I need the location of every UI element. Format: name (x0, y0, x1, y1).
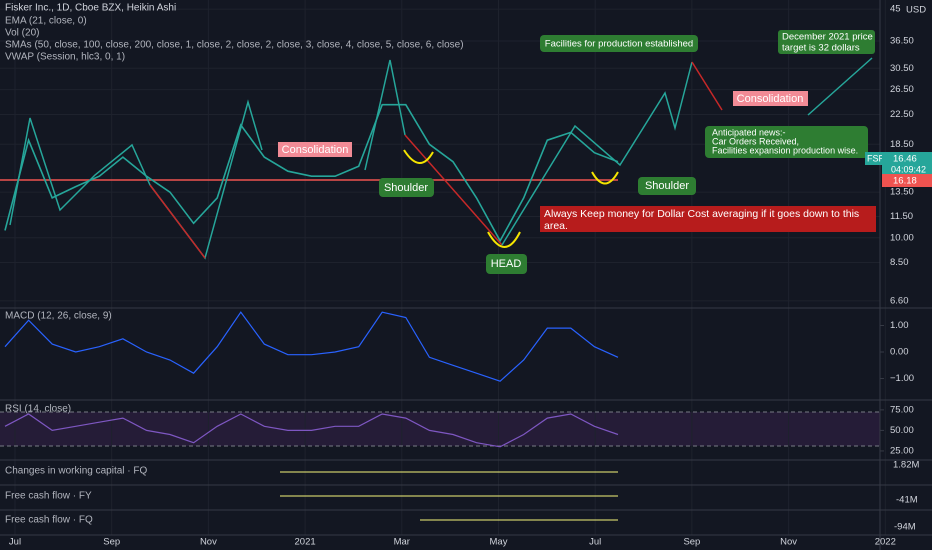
pane-title: Changes in working capital · FQ (5, 466, 148, 477)
label-box (638, 177, 696, 195)
x-tick-label: Mar (394, 537, 410, 548)
annotation: Shoulder (645, 180, 689, 192)
annotation: Always Keep money for Dollar Cost averag… (544, 208, 859, 220)
trend-arrows (364, 59, 406, 171)
rsi-band (0, 412, 880, 446)
y-tick-label: 8.50 (890, 257, 909, 268)
pane-title: Free cash flow · FQ (5, 515, 93, 526)
y-tick-label: 75.00 (890, 404, 914, 415)
y-tick-label: 22.50 (890, 109, 914, 120)
last-price: 16.46 (893, 154, 917, 165)
annotation: Shoulder (384, 182, 428, 194)
label-box (778, 30, 875, 54)
trend-arrows (501, 61, 693, 246)
prev-price-tag (882, 174, 932, 187)
label-box (540, 206, 876, 232)
label-box (486, 254, 527, 274)
curve (403, 149, 434, 164)
indicator-line (4, 311, 619, 382)
annotation: Facilities expansion production wise. (712, 145, 858, 155)
y-tick-label: 18.50 (890, 139, 914, 150)
label-box (540, 35, 698, 52)
indicator-label: SMAs (50, close, 100, close, 200, close,… (5, 40, 464, 51)
y-tick-label: 13.50 (890, 187, 914, 198)
curve (487, 231, 521, 248)
up-arrow (807, 57, 873, 116)
currency: USD (906, 5, 926, 16)
label-box (379, 178, 434, 197)
fund-value: -41M (896, 495, 918, 506)
pane-title: Free cash flow · FY (5, 491, 92, 502)
y-tick-label: 30.50 (890, 63, 914, 74)
x-tick-label: 2021 (295, 537, 316, 548)
y-tick-label: 26.50 (890, 84, 914, 95)
indicator-label: VWAP (Session, hlc3, 0, 1) (5, 52, 125, 63)
header-title: Fisker Inc., 1D, Cboe BZX, Heikin Ashi (5, 3, 176, 14)
y-tick-label: 50.00 (890, 425, 914, 436)
fund-value: -94M (894, 522, 916, 533)
annotation: Anticipated news:- (712, 127, 786, 137)
y-tick-label: 45 (890, 4, 901, 15)
annotation: December 2021 price (782, 32, 873, 43)
x-tick-label: Jul (9, 537, 21, 548)
annotation: HEAD (491, 258, 522, 270)
indicator-label: Vol (20) (5, 28, 39, 39)
pane-title: RSI (14, close) (5, 404, 71, 415)
down-arrow (691, 61, 723, 111)
curve (591, 171, 619, 185)
down-arrow (149, 184, 206, 259)
prev-price: 16.18 (893, 176, 917, 187)
annotation: Consolidation (282, 144, 349, 156)
annotation: Car Orders Received, (712, 136, 799, 146)
trend-arrows (9, 99, 263, 260)
annotation: area. (544, 220, 568, 232)
indicator-line (4, 413, 619, 448)
annotation: Consolidation (737, 93, 804, 105)
last-price-tag (882, 152, 932, 176)
symbol-tag (865, 152, 883, 165)
countdown: 04:09:42 (891, 164, 926, 174)
pane-title: MACD (12, 26, close, 9) (5, 311, 112, 322)
fund-value: 1.82M (893, 460, 919, 471)
annotation: Facilities for production established (545, 39, 693, 50)
down-arrow (404, 134, 503, 246)
y-tick-label: 0.00 (890, 347, 909, 358)
symbol: FSR (867, 153, 886, 163)
label-box (733, 91, 808, 106)
y-tick-label: 1.00 (890, 320, 909, 331)
x-tick-label: May (490, 537, 508, 548)
drawings (9, 57, 873, 260)
indicator-label: EMA (21, close, 0) (5, 16, 87, 27)
price-line (4, 103, 619, 243)
label-box (705, 126, 868, 158)
x-tick-label: Nov (780, 537, 797, 548)
label-box (278, 142, 352, 157)
x-tick-label: Jul (589, 537, 601, 548)
x-tick-label: Sep (103, 537, 120, 548)
y-tick-label: 10.00 (890, 232, 914, 243)
x-tick-label: Nov (200, 537, 217, 548)
y-tick-label: 11.50 (890, 211, 913, 222)
x-tick-label: 2022 (875, 537, 896, 548)
y-tick-label: 25.00 (890, 445, 914, 456)
annotation: target is 32 dollars (782, 43, 860, 54)
y-tick-label: 36.50 (890, 36, 914, 47)
y-tick-label: −1.00 (890, 373, 914, 384)
y-tick-label: 6.60 (890, 295, 909, 306)
x-tick-label: Sep (683, 537, 700, 548)
